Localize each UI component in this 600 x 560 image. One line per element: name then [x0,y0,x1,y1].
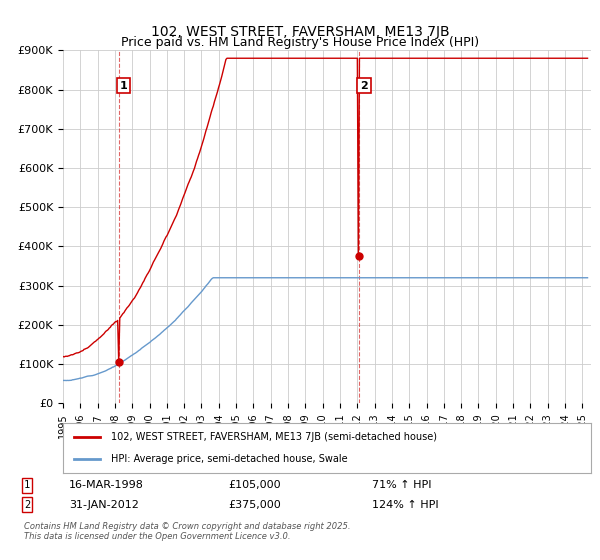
Text: 31-JAN-2012: 31-JAN-2012 [69,500,139,510]
Text: 71% ↑ HPI: 71% ↑ HPI [372,480,431,491]
Text: £105,000: £105,000 [228,480,281,491]
Text: £375,000: £375,000 [228,500,281,510]
Text: 16-MAR-1998: 16-MAR-1998 [69,480,144,491]
Text: 2: 2 [360,81,368,91]
Text: 102, WEST STREET, FAVERSHAM, ME13 7JB: 102, WEST STREET, FAVERSHAM, ME13 7JB [151,25,449,39]
Text: 124% ↑ HPI: 124% ↑ HPI [372,500,439,510]
Text: 1: 1 [24,480,30,491]
Text: 102, WEST STREET, FAVERSHAM, ME13 7JB (semi-detached house): 102, WEST STREET, FAVERSHAM, ME13 7JB (s… [110,432,437,442]
Text: HPI: Average price, semi-detached house, Swale: HPI: Average price, semi-detached house,… [110,454,347,464]
Text: Price paid vs. HM Land Registry's House Price Index (HPI): Price paid vs. HM Land Registry's House … [121,36,479,49]
Text: 1: 1 [120,81,128,91]
Text: Contains HM Land Registry data © Crown copyright and database right 2025.
This d: Contains HM Land Registry data © Crown c… [24,522,350,542]
Text: 2: 2 [24,500,30,510]
